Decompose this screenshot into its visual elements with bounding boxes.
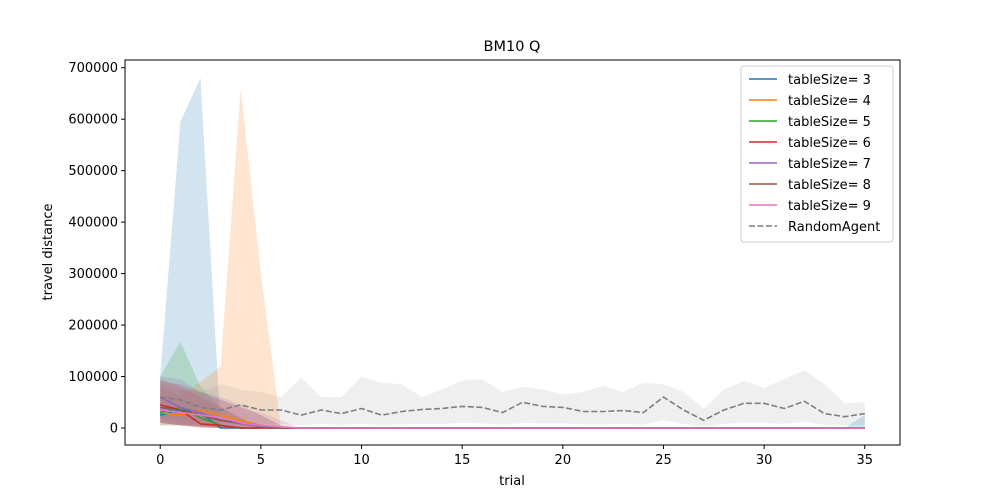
x-tick-label-3: 15: [454, 453, 471, 468]
legend-label-5: tableSize= 8: [788, 178, 871, 193]
legend-label-2: tableSize= 5: [788, 115, 871, 130]
x-tick-label-1: 5: [257, 453, 265, 468]
y-tick-label-7: 700000: [68, 61, 118, 76]
y-tick-label-5: 500000: [68, 164, 118, 179]
y-tick-label-1: 100000: [68, 370, 118, 385]
legend-label-3: tableSize= 6: [788, 136, 871, 151]
x-tick-label-7: 35: [856, 453, 873, 468]
y-tick-label-3: 300000: [68, 267, 118, 282]
chart-title: BM10 Q: [484, 39, 541, 55]
y-axis-ticks: 0 100000 200000 300000 400000 500000 600000 700…: [68, 61, 125, 437]
x-tick-label-0: 0: [156, 453, 164, 468]
legend: tableSize= 3 tableSize= 4 tableSize= 5 tabl…: [740, 65, 894, 243]
x-tick-label-2: 10: [353, 453, 370, 468]
band-series-2: [160, 341, 865, 428]
series-lines: [159, 396, 865, 429]
x-tick-label-4: 20: [555, 453, 572, 468]
line-series-7: [160, 396, 865, 422]
band-series-5: [160, 381, 865, 428]
y-tick-label-6: 600000: [68, 113, 118, 128]
legend-label-1: tableSize= 4: [788, 94, 871, 109]
band-series-3: [160, 379, 865, 428]
x-axis-ticks: 0 5 10 15 20 25 30 35: [156, 445, 873, 468]
x-tick-label-5: 25: [655, 453, 672, 468]
legend-label-6: tableSize= 9: [788, 199, 871, 214]
x-tick-label-6: 30: [756, 453, 773, 468]
axes-frame: [124, 59, 901, 446]
legend-label-0: tableSize= 3: [788, 73, 871, 88]
legend-label-7: RandomAgent: [788, 220, 880, 235]
x-axis-label: trial: [499, 474, 525, 489]
band-series-1: [160, 88, 865, 429]
y-tick-label-4: 400000: [68, 216, 118, 231]
band-series-6: [160, 384, 865, 428]
legend-frame: [740, 65, 894, 243]
legend-label-4: tableSize= 7: [788, 157, 871, 172]
y-axis-label: travel distance: [41, 204, 56, 301]
y-tick-label-2: 200000: [68, 319, 118, 334]
y-tick-label-0: 0: [110, 422, 118, 437]
line-series-6: [160, 409, 865, 429]
